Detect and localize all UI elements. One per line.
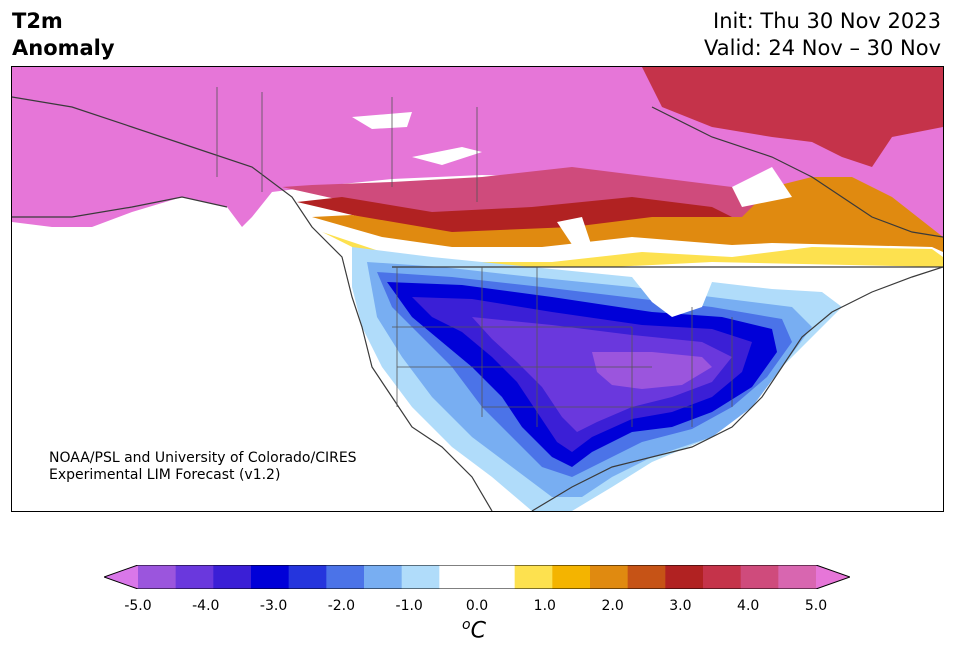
colorbar-segment (703, 565, 742, 589)
map-title: T2m Anomaly (12, 8, 115, 62)
colorbar-segment (590, 565, 629, 589)
colorbar-tick-label: 2.0 (601, 598, 624, 614)
valid-range: Valid: 24 Nov – 30 Nov (704, 36, 941, 60)
colorbar-tick-label: 0.0 (465, 598, 489, 614)
title-line-1: T2m (12, 9, 63, 33)
colorbar-segment (364, 565, 403, 589)
colorbar-tick-label: -3.0 (259, 598, 288, 614)
colorbar-segment (401, 565, 440, 589)
map-graphic (12, 67, 943, 511)
colorbar-segment (514, 565, 553, 589)
colorbar-segment (665, 565, 704, 589)
title-line-2: Anomaly (12, 36, 115, 60)
colorbar-segment (138, 565, 177, 589)
colorbar-tick-label: -5.0 (124, 598, 152, 614)
colorbar-segment (778, 565, 817, 589)
colorbar-segment (477, 565, 516, 589)
forecast-dates: Init: Thu 30 Nov 2023 Valid: 24 Nov – 30… (704, 8, 941, 62)
credit-line-1: NOAA/PSL and University of Colorado/CIRE… (49, 450, 357, 466)
colorbar-tick-label: -1.0 (395, 598, 423, 614)
colorbar-segment (326, 565, 365, 589)
init-date: Init: Thu 30 Nov 2023 (713, 9, 941, 33)
colorbar-segment (552, 565, 591, 589)
colorbar-tick-label: 1.0 (533, 598, 556, 614)
colorbar-extend-high (816, 565, 850, 589)
colorbar-segment (439, 565, 478, 589)
unit-degree: o (462, 617, 471, 633)
colorbar (104, 565, 850, 589)
colorbar-tick-label: -4.0 (192, 598, 220, 614)
colorbar-unit: oC (462, 617, 486, 643)
colorbar-tick-label: -2.0 (327, 598, 356, 614)
anomaly-map (11, 66, 944, 512)
warm-anomaly-east (642, 67, 943, 167)
colorbar-segment (740, 565, 779, 589)
colorbar-tick-label: 4.0 (737, 598, 760, 614)
colorbar-segment (288, 565, 327, 589)
colorbar-segment (213, 565, 252, 589)
colorbar-segment (175, 565, 214, 589)
colorbar-extend-low (104, 565, 138, 589)
credit-line-2: Experimental LIM Forecast (v1.2) (49, 467, 281, 483)
colorbar-tick-label: 3.0 (669, 598, 692, 614)
credit-text: NOAA/PSL and University of Colorado/CIRE… (49, 450, 357, 484)
colorbar-segment (627, 565, 666, 589)
colorbar-segment (251, 565, 290, 589)
colorbar-ticks: -5.0 -4.0 -3.0 -2.0 -1.0 0.0 1.0 2.0 3.0 4.0 5.0 (0, 598, 953, 618)
colorbar-tick-label: 5.0 (804, 598, 828, 614)
unit-letter: C (470, 618, 486, 644)
